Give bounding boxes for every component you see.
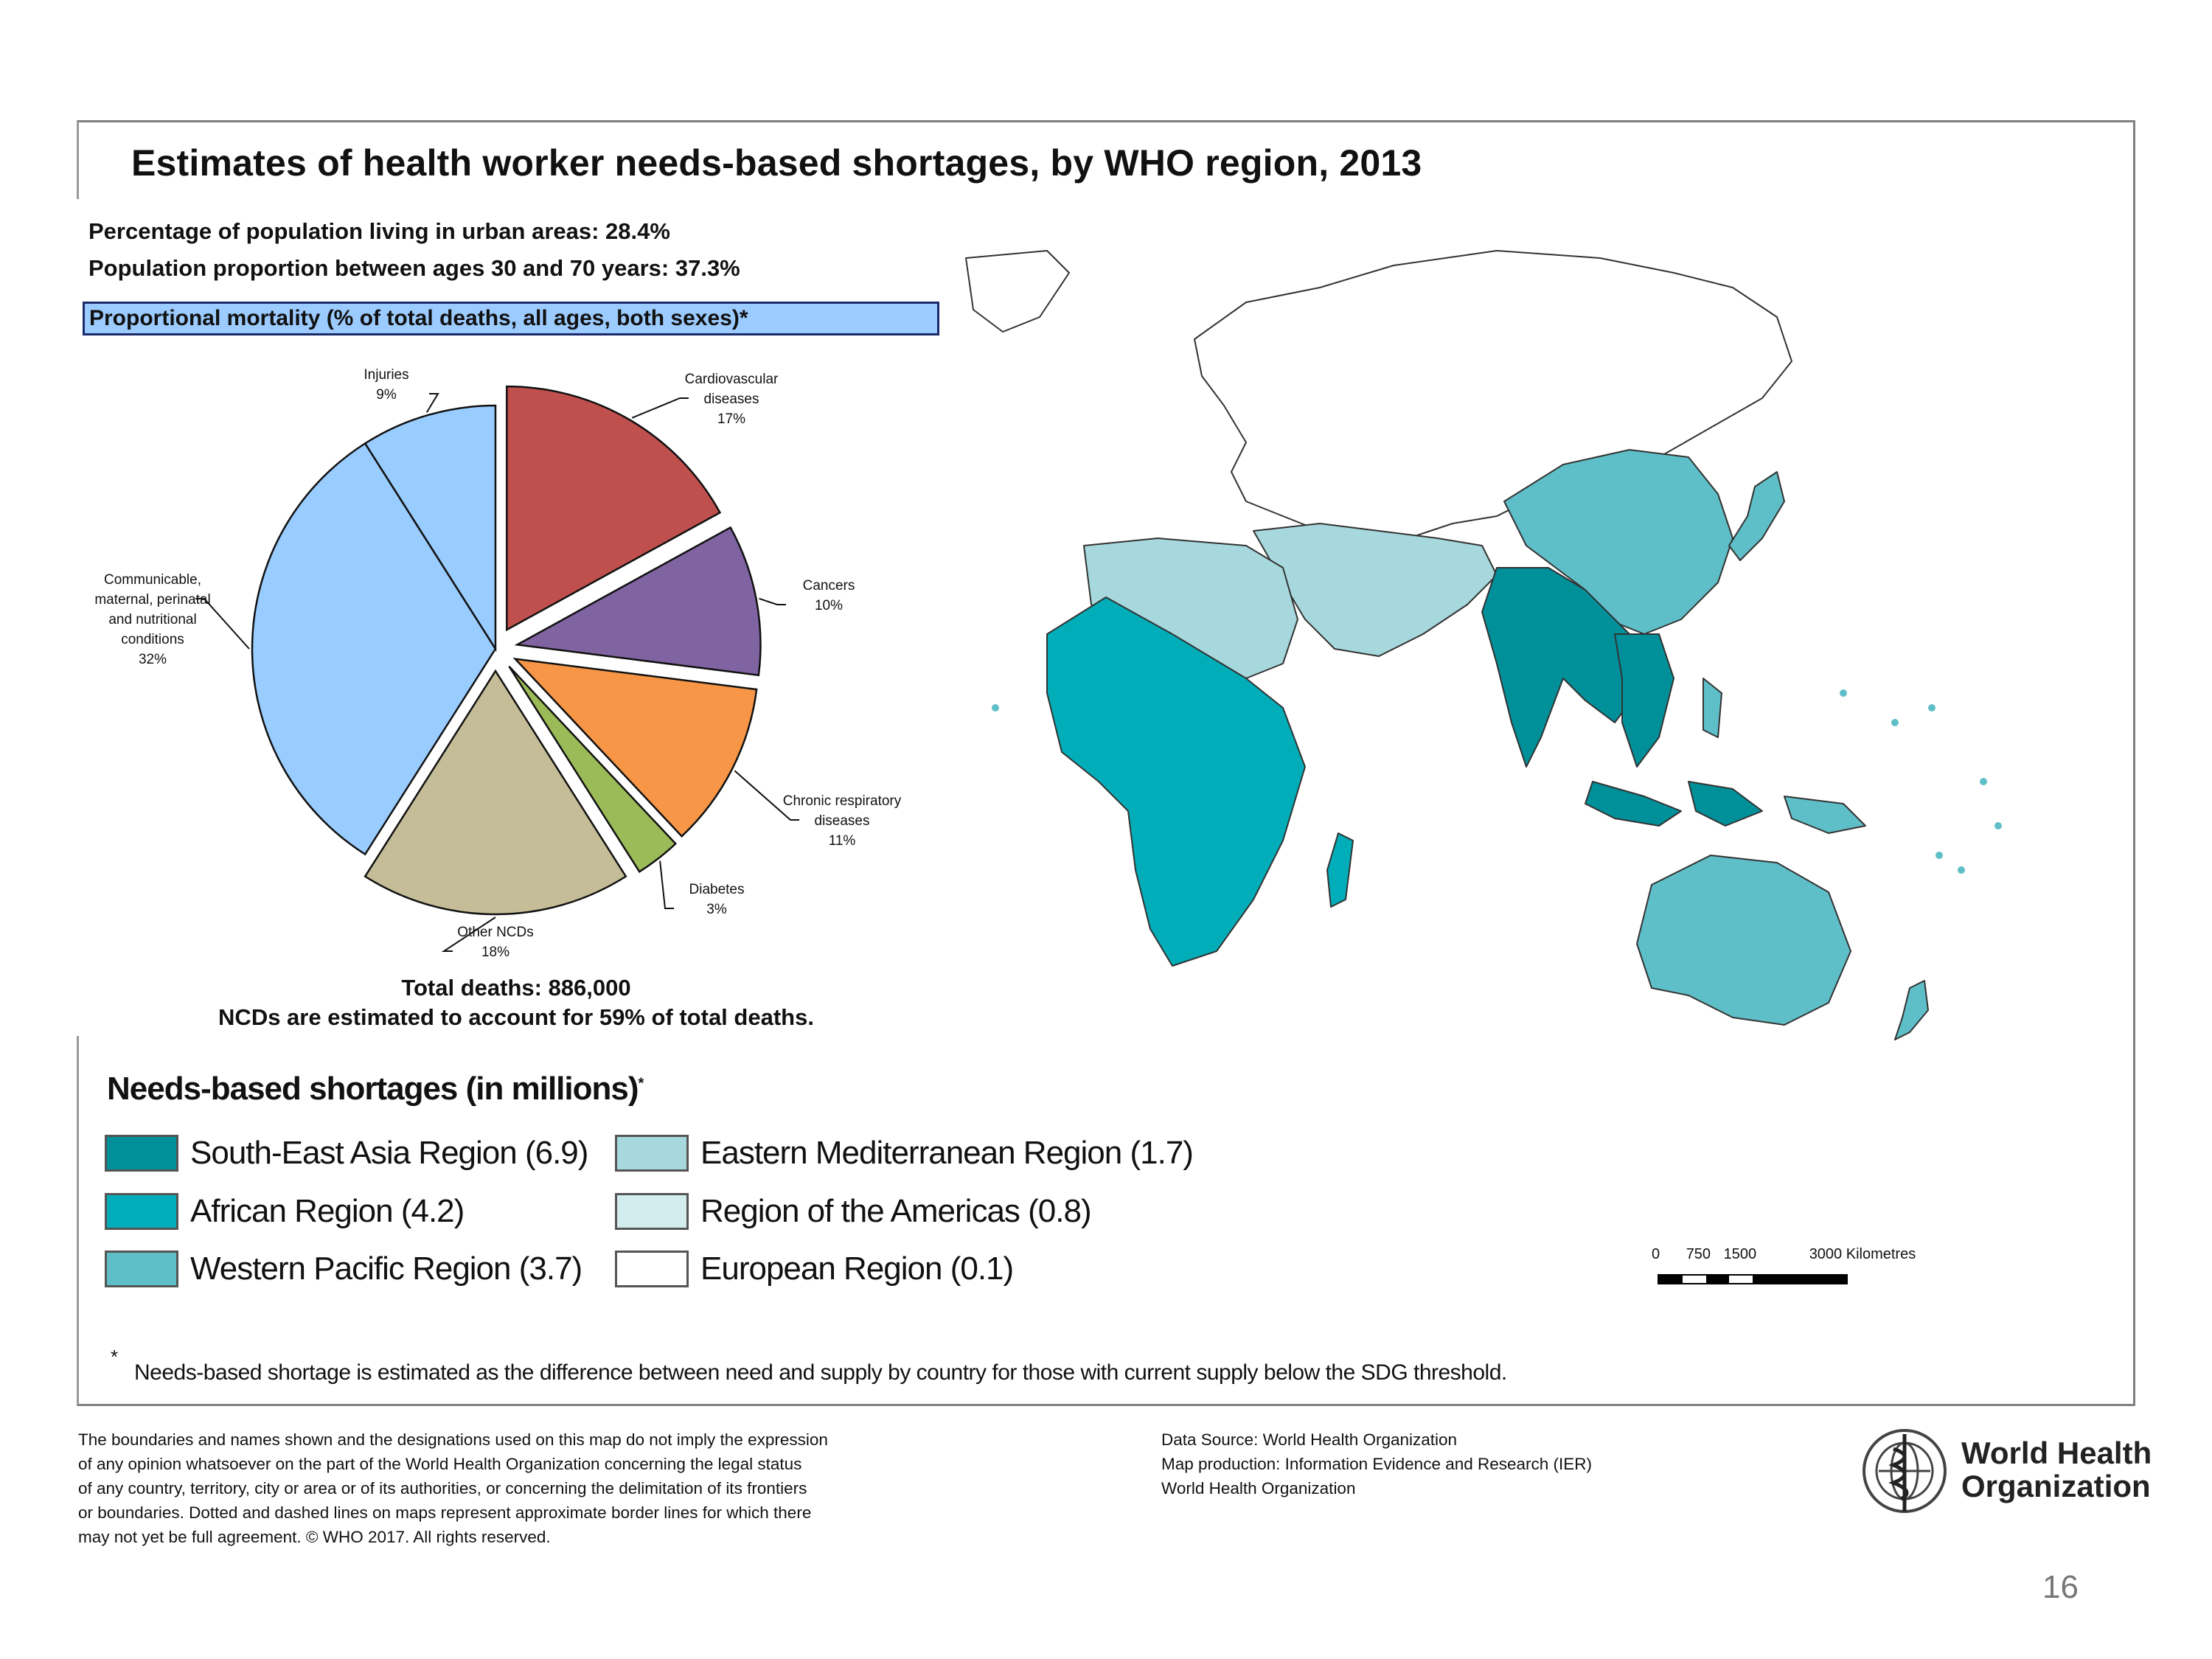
footnote-mark: * [111,1346,119,1368]
region-philippines [1703,678,1722,738]
legend-swatch [615,1193,689,1230]
who-name-line: World Health [1961,1436,2152,1470]
region-middle-east [1253,523,1498,657]
legend-swatch [105,1135,178,1172]
footnote: Needs-based shortage is estimated as the… [134,1360,1507,1385]
pie-chart: Cardiovascular diseases 17% Cancers 10% Chron… [83,354,931,981]
region-indonesia [1585,781,1682,827]
frame-gap [74,199,81,1036]
pie-leader-line [734,770,799,821]
legend-swatch [105,1193,178,1230]
scale-tick: 0 [1652,1246,1660,1262]
pie-slice-communicable-maternal-perinatal-and-nutritional-conditions [251,442,497,856]
who-emblem-icon [1863,1429,1947,1513]
disclaimer: The boundaries and names shown and the d… [78,1427,1066,1549]
mortality-box: Proportional mortality (% of total death… [83,302,939,335]
legend-label: South-East Asia Region (6.9) [190,1135,588,1171]
stat-age: Population proportion between ages 30 an… [88,255,740,281]
legend-title: Needs-based shortages (in millions)* [107,1071,644,1107]
region-japan [1728,471,1785,561]
scale-tick: 1500 [1723,1246,1757,1262]
pie-label: Diabetes 3% [689,882,745,917]
source-line: World Health Organization [1161,1479,1356,1498]
island-3 [1928,704,1935,712]
scale-tick: 3000 Kilometres [1809,1246,1916,1262]
pie-label: Chronic respiratory diseases 11% [783,793,902,849]
pie-slice-injuries [364,404,497,653]
legend-item-south-east-asia: South-East Asia Region (6.9) [105,1134,588,1172]
source-line: Data Source: World Health Organization [1161,1430,1458,1449]
totals: Total deaths: 886,000 NCDs are estimated… [147,973,885,1032]
region-arctic [965,250,1070,333]
region-new-zealand [1894,980,1929,1040]
legend-item-eastern-mediterranean: Eastern Mediterranean Region (1.7) [615,1134,1194,1172]
legend-swatch [615,1135,689,1172]
island-2 [1958,866,1965,874]
scale-bar-graphic [1658,1274,1848,1284]
scale-bar: 0 750 1500 3000 Kilometres [1652,1246,1916,1290]
region-madagascar [1326,832,1354,908]
legend-item-americas: Region of the Americas (0.8) [615,1192,1092,1231]
island-8 [992,704,999,712]
scale-tick: 750 [1686,1246,1711,1262]
region-africa [1046,597,1306,967]
legend-swatch [105,1251,178,1287]
world-map [936,221,2131,1047]
pie-label: Cardiovascular diseases 17% [685,372,779,427]
pie-label: Injuries 9% [364,367,408,403]
legend-label: Region of the Americas (0.8) [700,1193,1092,1229]
legend-item-european: European Region (0.1) [615,1250,1014,1288]
pie-leader-line [195,598,250,650]
pie-leader-line [759,597,786,605]
scale-labels: 0 750 1500 3000 Kilometres [1652,1246,1916,1263]
island-7 [1840,689,1847,697]
legend-item-african: African Region (4.2) [105,1192,465,1231]
pie-label: Communicable, maternal, perinatal and nutr… [94,572,210,667]
disclaimer-line: of any opinion whatsoever on the part of… [78,1455,802,1473]
pie-label: Other NCDs 18% [457,925,533,960]
pie-leader-line [425,393,439,413]
island-6 [1994,822,2002,830]
legend-item-western-pacific: Western Pacific Region (3.7) [105,1250,582,1288]
disclaimer-line: of any country, territory, city or area … [78,1479,807,1498]
region-indochina [1614,633,1674,768]
pie-leader-line [659,860,674,909]
pie-slice-cancers [514,526,762,677]
pie-label: Cancers 10% [803,578,855,613]
legend-label: Western Pacific Region (3.7) [190,1251,582,1287]
pie-slice-cardiovascular-diseases [506,385,722,632]
stat-urban: Percentage of population living in urban… [88,218,670,244]
pie-leader-line [441,917,496,952]
disclaimer-line: may not yet be full agreement. © WHO 201… [78,1528,551,1546]
legend-label: African Region (4.2) [190,1193,465,1229]
pie-slice-chronic-respiratory-diseases [512,657,758,838]
ncd-share: NCDs are estimated to account for 59% of… [218,1004,814,1030]
disclaimer-line: or boundaries. Dotted and dashed lines o… [78,1503,812,1522]
who-name: World Health Organization [1961,1436,2152,1503]
region-south-asia [1481,567,1645,768]
legend-label: European Region (0.1) [700,1251,1014,1287]
island-5 [1891,719,1899,726]
page-title: Estimates of health worker needs-based s… [131,142,1422,184]
total-deaths: Total deaths: 886,000 [401,975,631,1001]
region-east-asia [1503,449,1733,635]
island-4 [1980,778,1987,785]
region-australia [1636,855,1851,1026]
legend-label: Eastern Mediterranean Region (1.7) [700,1135,1194,1171]
page-number: 16 [2042,1569,2079,1605]
region-papua [1784,796,1866,834]
pie-slice-other-ncds [364,669,627,916]
pie-leader-line [631,397,689,419]
legend-swatch [615,1251,689,1287]
region-indonesia-2 [1688,781,1763,827]
who-name-line: Organization [1961,1469,2151,1503]
data-source: Data Source: World Health Organization M… [1161,1427,1751,1500]
pie-slice-diabetes [508,665,678,874]
island-1 [1935,852,1943,859]
source-line: Map production: Information Evidence and… [1161,1455,1593,1473]
disclaimer-line: The boundaries and names shown and the d… [78,1430,828,1449]
who-logo [1849,1419,2144,1523]
